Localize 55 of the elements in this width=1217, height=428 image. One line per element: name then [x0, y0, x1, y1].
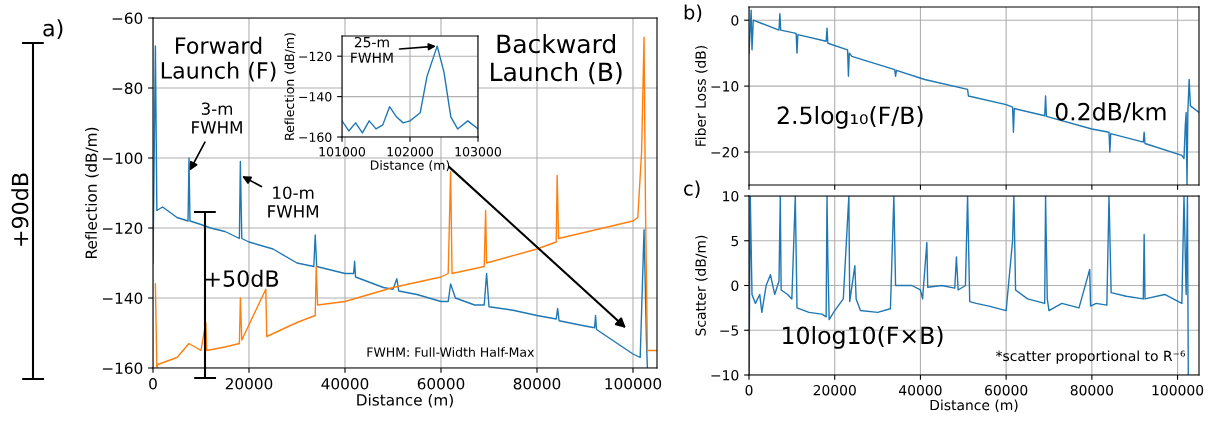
x-axis-title: Distance (m)	[370, 160, 450, 172]
y-tick-label: −10	[711, 369, 739, 381]
annotation: 10log10(F×B)	[783, 325, 943, 349]
y-tick-label: −160	[299, 132, 332, 142]
x-tick-label: 60000	[985, 384, 1028, 396]
line-series	[749, 196, 1189, 375]
y-tick-label: −160	[102, 362, 143, 375]
y-tick-label: −5	[720, 325, 739, 336]
x-tick-label: 100000	[1152, 384, 1204, 396]
x-tick-label: 20000	[813, 384, 856, 396]
x-tick-label: 102000	[387, 146, 434, 157]
text: c)	[684, 180, 700, 198]
y-tick-label: −80	[112, 82, 143, 95]
text: +90dB	[11, 173, 29, 246]
y-tick-label: −120	[102, 222, 143, 235]
annotation: 3-m FWHM	[192, 102, 242, 134]
y-axis-title: Scatter (dB/m)	[695, 235, 708, 336]
x-tick-label: 103000	[455, 146, 502, 157]
y-tick-label: −60	[112, 12, 143, 25]
annotation: FWHM: Full-Width Half-Max	[367, 347, 535, 357]
y-axis-title: Reflection (dB/m)	[85, 127, 99, 258]
x-tick-label: 0	[149, 377, 157, 390]
y-axis-title: Reflection (dB/m)	[284, 33, 296, 140]
annotation: 25-m FWHM	[351, 36, 393, 63]
x-axis-title: Distance (m)	[930, 399, 1018, 412]
annotation: Backward Launch (B)	[491, 33, 622, 85]
x-tick-label: 80000	[1070, 384, 1114, 396]
y-tick-label: −120	[299, 51, 332, 62]
x-tick-label: 101000	[319, 146, 366, 157]
annotation: 0.2dB/km	[1055, 102, 1166, 123]
y-tick-label: 0	[731, 15, 739, 26]
y-tick-label: −100	[102, 152, 143, 165]
annotation: 2.5log₁₀(F/B)	[777, 105, 923, 129]
y-tick-label: 0	[731, 280, 739, 291]
y-tick-label: −10	[711, 81, 739, 92]
annotation: Forward Launch (F)	[161, 36, 276, 82]
text: b)	[684, 4, 702, 22]
y-tick-label: −140	[299, 92, 332, 102]
y-axis-title: Fiber Loss (dB)	[695, 46, 708, 146]
x-tick-label: 100000	[605, 377, 662, 390]
y-tick-label: 10	[723, 190, 739, 202]
x-axis-title: Distance (m)	[357, 393, 453, 408]
x-tick-label: 40000	[321, 377, 369, 390]
y-tick-label: −140	[102, 292, 143, 305]
y-tick-label: 5	[731, 235, 739, 247]
annotation: +50dB	[205, 269, 279, 287]
y-tick-label: −20	[711, 147, 739, 158]
text: a)	[43, 19, 63, 40]
annotation: *scatter proportional to R⁻⁶	[995, 350, 1186, 364]
x-tick-label: 60000	[417, 377, 465, 390]
x-tick-label: 80000	[513, 377, 561, 390]
x-tick-label: 20000	[225, 377, 273, 390]
x-tick-label: 0	[745, 384, 753, 396]
annotation: 10-m FWHM	[268, 186, 318, 218]
x-tick-label: 40000	[899, 384, 942, 396]
